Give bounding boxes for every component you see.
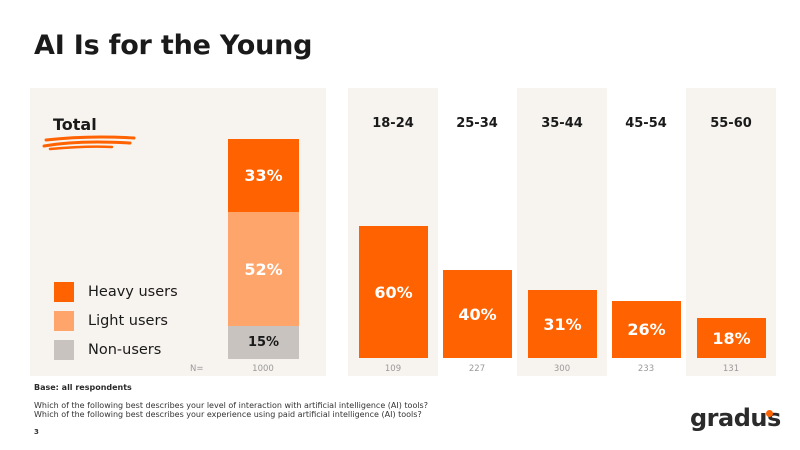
legend-label: Heavy users [88,284,178,300]
age-bar: 40% [443,270,512,358]
n-age: 233 [637,364,655,374]
question-text: Which of the following best describes yo… [34,410,422,419]
n-total: 1000 [252,364,274,374]
segment-value-label: 33% [244,166,283,185]
total-segment-non: 15% [228,326,299,359]
legend-label: Non-users [88,342,162,358]
total-segment-light: 52% [228,212,299,326]
bar-value-label: 31% [543,314,582,334]
bar-value-label: 40% [458,304,497,324]
age-header: 35-44 [541,116,583,131]
age-bar: 31% [528,290,597,358]
legend-heavy-users: Heavy users [54,282,178,302]
page-number: 3 [34,428,39,436]
legend-label: Light users [88,313,168,329]
bar-value-label: 60% [374,282,413,302]
n-age: 131 [722,364,740,374]
total-segment-heavy: 33% [228,139,299,212]
gradus-logo: gradus [690,404,781,432]
bar-value-label: 18% [712,328,751,348]
legend-swatch-non [54,340,74,360]
n-age: 300 [553,364,571,374]
age-bar: 18% [697,318,766,358]
age-header: 55-60 [710,116,752,131]
legend-non-users: Non-users [54,340,161,360]
legend-swatch-light [54,311,74,331]
n-age: 109 [384,364,402,374]
total-label: Total [53,115,97,134]
segment-value-label: 52% [244,259,283,279]
underline-scribble-icon [42,135,136,151]
n-age: 227 [468,364,486,374]
age-bar: 26% [612,301,681,358]
slide-title: AI Is for the Young [34,30,313,61]
n-prefix: N= [190,364,204,374]
age-header: 45-54 [625,116,667,131]
logo-dot-icon [766,410,773,417]
age-header: 18-24 [372,116,414,131]
bar-value-label: 26% [627,320,666,339]
question-text: Which of the following best describes yo… [34,401,428,410]
age-bar: 60% [359,226,428,358]
legend-swatch-heavy [54,282,74,302]
base-note: Base: all respondents [34,383,132,392]
age-header: 25-34 [456,116,498,131]
segment-value-label: 15% [247,335,280,350]
legend-light-users: Light users [54,311,168,331]
